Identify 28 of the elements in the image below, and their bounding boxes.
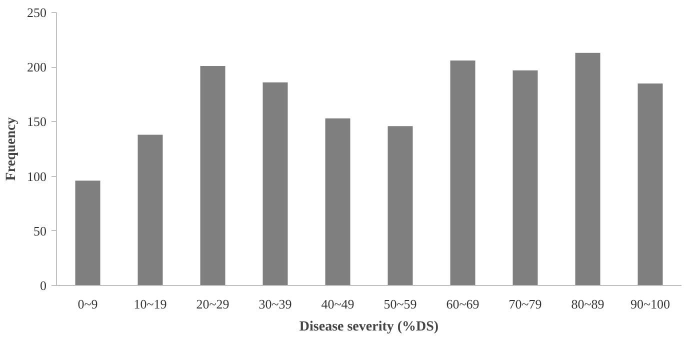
x-tick-label: 20~29 xyxy=(196,296,230,312)
bar xyxy=(262,82,288,286)
bar xyxy=(138,134,163,286)
bar xyxy=(450,60,476,286)
x-tick-label: 30~39 xyxy=(258,296,292,312)
y-tick-label: 200 xyxy=(27,60,46,75)
x-tick-label: 0~9 xyxy=(78,296,98,312)
x-tick-label: 90~100 xyxy=(630,296,670,312)
y-tick-label: 50 xyxy=(34,223,46,238)
x-tick-label: 60~69 xyxy=(446,296,480,312)
x-tick-label: 70~79 xyxy=(508,296,542,312)
bar xyxy=(325,118,350,286)
bar xyxy=(75,180,100,286)
x-tick-label: 50~59 xyxy=(384,296,417,312)
y-axis-title: Frequency xyxy=(4,117,19,181)
y-tick-label: 0 xyxy=(40,278,46,293)
bar xyxy=(575,52,600,286)
y-tick-label: 100 xyxy=(27,168,46,184)
x-tick-label: 80~89 xyxy=(571,296,604,312)
y-tick-label: 150 xyxy=(27,114,46,130)
bar xyxy=(388,126,413,286)
bar xyxy=(512,70,538,286)
bar xyxy=(638,83,663,286)
y-tick-label: 250 xyxy=(27,5,46,20)
x-tick-label: 40~49 xyxy=(321,296,354,312)
x-tick-label: 10~19 xyxy=(134,296,167,312)
bar xyxy=(200,66,226,286)
x-axis-title: Disease severity (%DS) xyxy=(299,320,439,334)
